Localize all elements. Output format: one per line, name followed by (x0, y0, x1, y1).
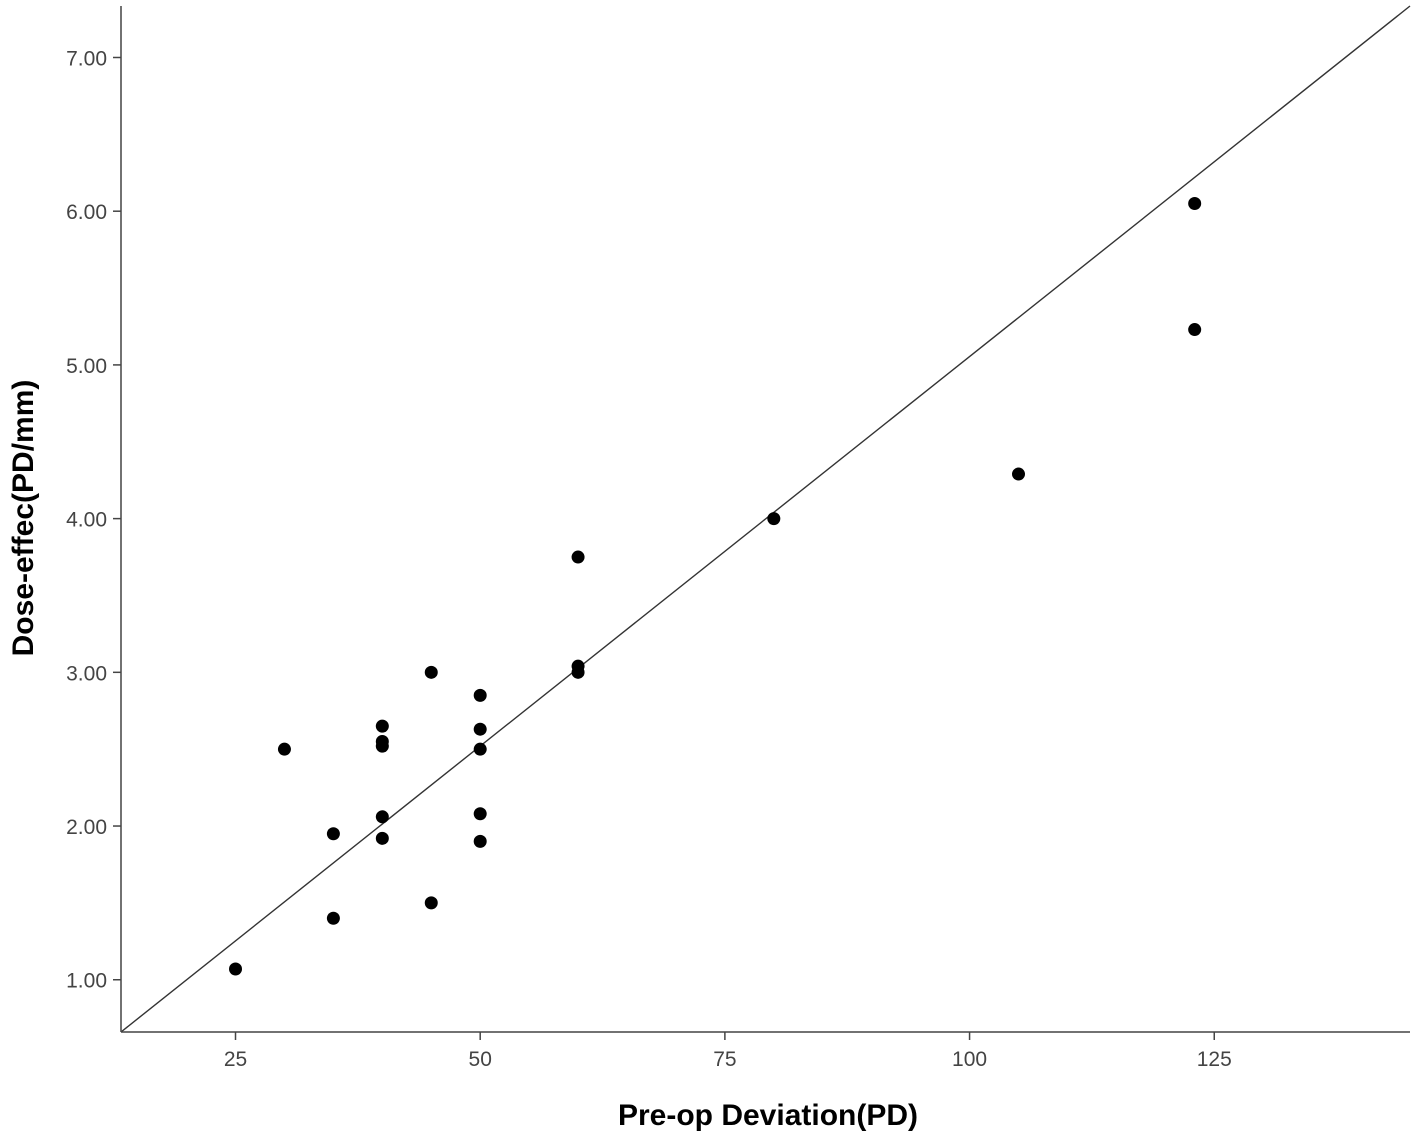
x-axis-title: Pre-op Deviation(PD) (618, 1099, 918, 1132)
reference-line (120, 5, 1411, 1033)
data-point (326, 911, 340, 925)
x-tick-label: 125 (1197, 1048, 1232, 1071)
plot-area (120, 5, 1411, 1033)
y-tick-label: 2.00 (66, 816, 107, 839)
x-tick-label: 50 (469, 1048, 492, 1071)
data-point (375, 739, 389, 753)
x-tick-label: 100 (952, 1048, 987, 1071)
y-tick-label: 6.00 (66, 201, 107, 224)
y-tick-label: 4.00 (66, 509, 107, 532)
data-point (473, 807, 487, 821)
data-point (229, 962, 243, 976)
y-tick-label: 5.00 (66, 355, 107, 378)
y-tick-label: 1.00 (66, 970, 107, 993)
y-axis-title: Dose-effec(PD/mm) (7, 380, 40, 657)
data-point (1188, 197, 1202, 211)
data-point (375, 719, 389, 733)
data-point (375, 831, 389, 845)
data-point (1012, 467, 1026, 481)
data-point (277, 742, 291, 756)
data-point (473, 722, 487, 736)
data-point (424, 896, 438, 910)
data-point (326, 827, 340, 841)
data-point (571, 550, 585, 564)
x-tick-label: 75 (713, 1048, 736, 1071)
data-point (473, 834, 487, 848)
axes: 25 50 75 100 125 1.00 2.00 3.00 4.00 5.00 6.00 7.00 (66, 6, 1410, 1071)
data-point (571, 665, 585, 679)
x-tick-label: 25 (224, 1048, 247, 1071)
y-tick-label: 3.00 (66, 662, 107, 685)
data-point (1188, 323, 1202, 337)
y-tick-label: 7.00 (66, 47, 107, 70)
data-point (767, 512, 781, 526)
data-point (473, 688, 487, 702)
data-point (473, 742, 487, 756)
data-point (375, 810, 389, 824)
data-point (424, 665, 438, 679)
